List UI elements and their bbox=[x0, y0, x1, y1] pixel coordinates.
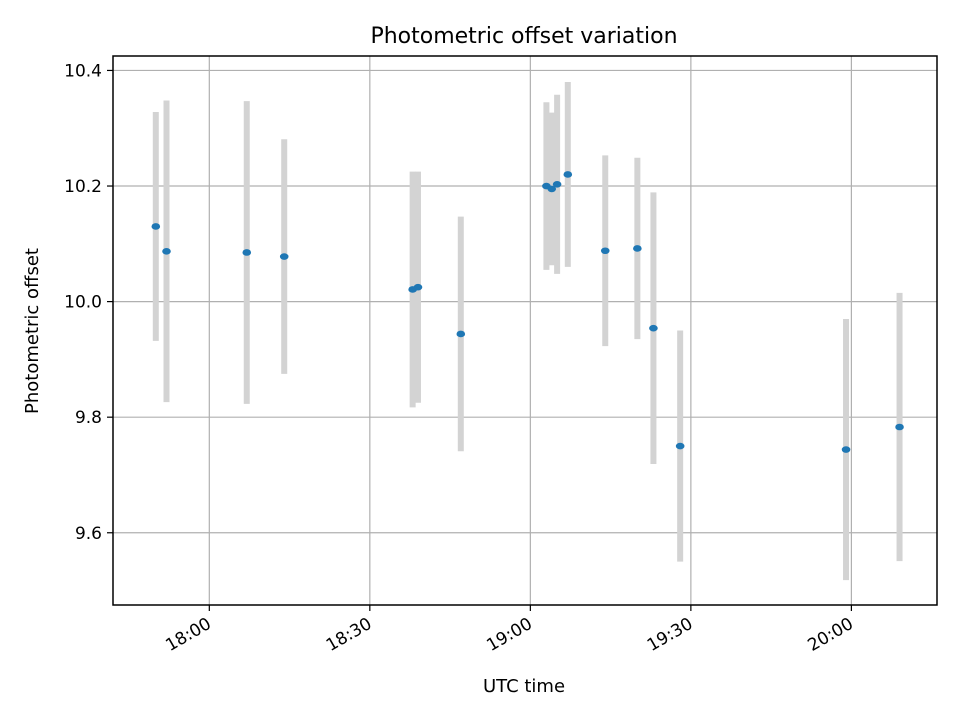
gridlines bbox=[113, 56, 937, 605]
chart-title: Photometric offset variation bbox=[370, 24, 677, 49]
data-point bbox=[633, 245, 642, 252]
data-point bbox=[413, 283, 423, 291]
data-point bbox=[552, 180, 562, 188]
y-tick-label: 10.4 bbox=[64, 61, 102, 81]
y-tick-label: 10.2 bbox=[64, 177, 102, 197]
data-point bbox=[600, 247, 610, 255]
y-tick-label: 10.0 bbox=[64, 293, 102, 313]
y-axis-ticks: 9.6 9.8 10.0 10.2 10.4 bbox=[64, 61, 113, 544]
data-point bbox=[675, 442, 685, 450]
data-point bbox=[242, 249, 252, 256]
y-tick-label: 9.6 bbox=[75, 524, 102, 544]
y-tick-label: 9.8 bbox=[75, 408, 102, 428]
plot-frame bbox=[112, 55, 938, 606]
data-point bbox=[649, 324, 658, 332]
data-point bbox=[563, 171, 573, 178]
data-points bbox=[151, 171, 904, 453]
data-point bbox=[151, 223, 161, 230]
x-axis-label: UTC time bbox=[483, 676, 565, 697]
data-point bbox=[456, 330, 466, 338]
data-point bbox=[841, 446, 851, 453]
data-point bbox=[547, 185, 557, 193]
y-axis-label: Photometric offset bbox=[22, 248, 43, 414]
data-point bbox=[279, 253, 289, 260]
data-point bbox=[162, 248, 171, 255]
data-point bbox=[895, 423, 904, 431]
